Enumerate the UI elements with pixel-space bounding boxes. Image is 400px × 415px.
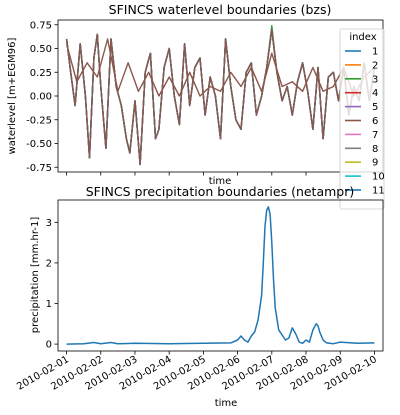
- waterlevel-ytick-label: -0.25: [26, 115, 52, 126]
- legend-entry: 3: [372, 74, 378, 85]
- precipitation-ytick-label: 3: [46, 218, 52, 229]
- precipitation-x-ticks: 2010-02-012010-02-022010-02-032010-02-04…: [15, 351, 379, 393]
- legend-box: [339, 28, 385, 210]
- precipitation-series-group: [66, 206, 375, 345]
- legend-entry: 1: [372, 47, 378, 58]
- legend-entry: 11: [372, 186, 385, 197]
- waterlevel-series-6-line: [65, 28, 376, 166]
- precipitation-ytick-label: 1: [46, 299, 52, 310]
- legend-entry: 4: [372, 88, 378, 99]
- precipitation-title: SFINCS precipitation boundaries (netampr…: [86, 184, 355, 199]
- waterlevel-ylabel: waterlevel [m+EGM96]: [7, 38, 18, 155]
- precipitation-chart: SFINCS precipitation boundaries (netampr…: [15, 184, 384, 409]
- waterlevel-smooth-line: [65, 38, 375, 97]
- waterlevel-xlabel: time: [209, 176, 232, 187]
- legend-entry: 9: [372, 158, 378, 169]
- waterlevel-y-ticks: -0.75 -0.50 -0.25 0.00 0.25 0.50 0.75: [26, 20, 58, 174]
- legend-title: index: [349, 32, 376, 43]
- legend-entry: 5: [372, 102, 378, 113]
- precipitation-ytick-label: 2: [46, 258, 52, 269]
- waterlevel-ytick-label: -0.50: [26, 139, 52, 150]
- waterlevel-x-ticks: [66, 172, 375, 176]
- waterlevel-ytick-label: -0.75: [26, 163, 52, 174]
- precipitation-ytick-label: 0: [46, 340, 52, 351]
- waterlevel-title: SFINCS waterlevel boundaries (bzs): [109, 2, 332, 17]
- precipitation-ylabel: precipitation [mm.hr-1]: [30, 217, 41, 334]
- waterlevel-series-3-line: [65, 25, 376, 166]
- waterlevel-ytick-label: 0.50: [30, 44, 52, 55]
- precipitation-y-ticks: 0 1 2 3: [46, 218, 58, 351]
- waterlevel-ytick-label: 0.25: [30, 68, 52, 79]
- waterlevel-legend: index 1 2 3 4 5 6 7 8 9 10 11: [339, 28, 385, 210]
- legend-entry: 10: [372, 172, 385, 183]
- precipitation-axes-frame: [57, 199, 384, 352]
- precipitation-series-line: [66, 206, 375, 345]
- legend-entry: 8: [372, 144, 378, 155]
- waterlevel-series-group: [65, 25, 376, 166]
- waterlevel-ytick-label: 0.00: [30, 92, 52, 103]
- waterlevel-ytick-label: 0.75: [30, 20, 52, 31]
- legend-entry: 2: [372, 60, 378, 71]
- waterlevel-chart: SFINCS waterlevel boundaries (bzs) -0.75…: [7, 2, 385, 210]
- legend-entry: 6: [372, 116, 378, 127]
- precipitation-xlabel: time: [215, 398, 238, 409]
- legend-entry: 7: [372, 130, 378, 141]
